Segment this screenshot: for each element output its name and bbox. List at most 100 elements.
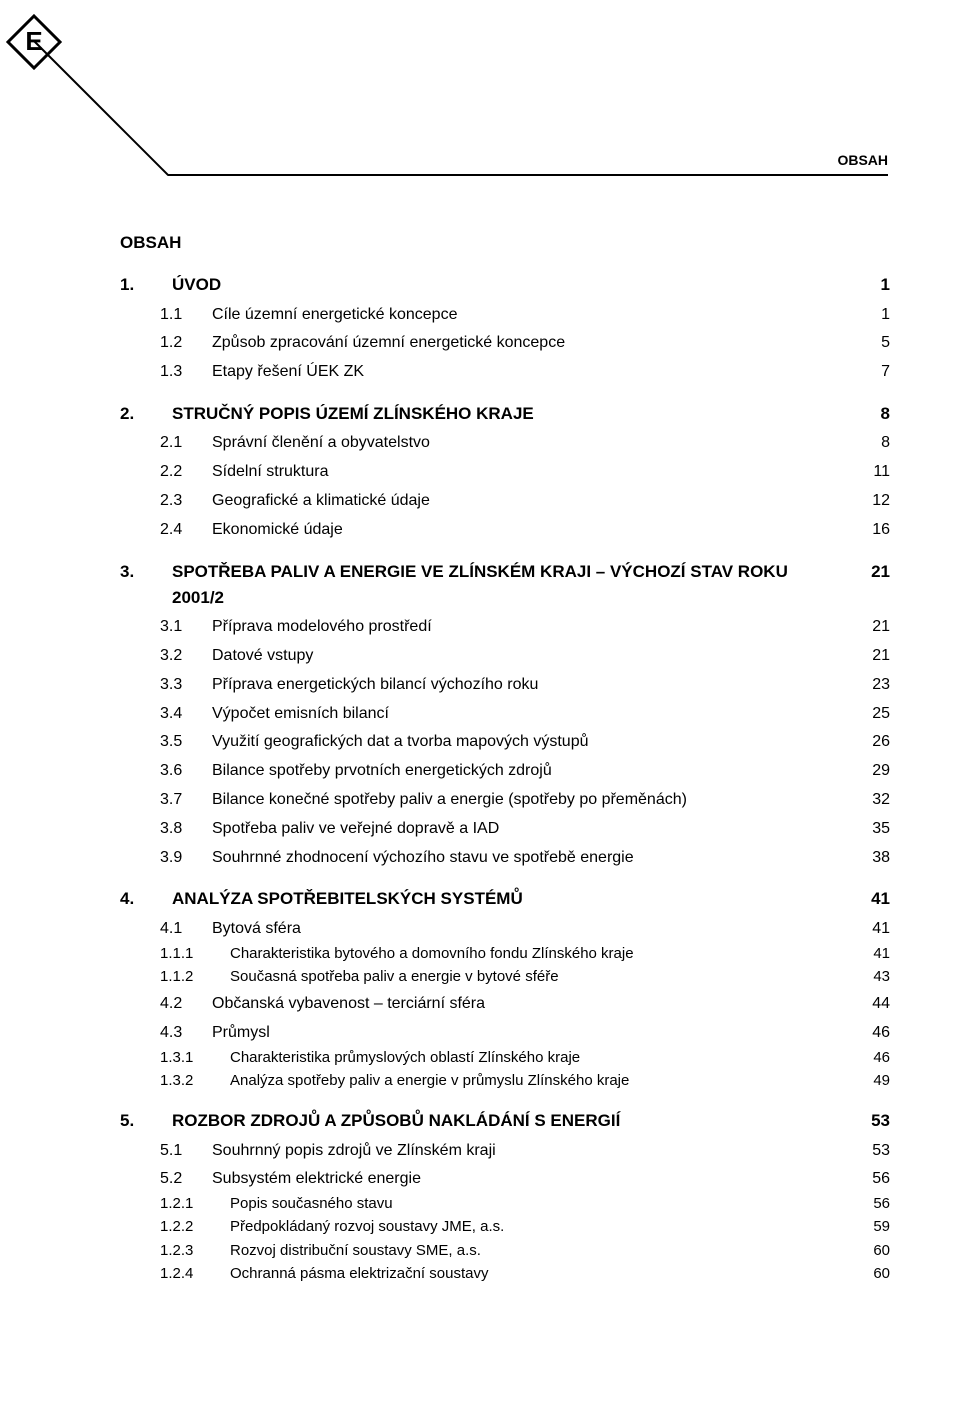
toc-num: 3.3 <box>160 673 212 698</box>
toc-page: 49 <box>848 1069 890 1092</box>
toc-text: Výpočet emisních bilancí <box>212 702 848 727</box>
toc-num: 3.5 <box>160 730 212 755</box>
toc-row: 1.3Etapy řešení ÚEK ZK7 <box>120 360 890 385</box>
toc-page: 12 <box>848 489 890 514</box>
toc-page: 21 <box>848 644 890 669</box>
toc-page: 41 <box>848 942 890 965</box>
toc-text: Charakteristika bytového a domovního fon… <box>230 942 848 965</box>
toc-text: Datové vstupy <box>212 644 848 669</box>
toc-num: 4.2 <box>160 992 212 1017</box>
toc-row: 4.2Občanská vybavenost – terciární sféra… <box>120 992 890 1017</box>
toc-num: 5. <box>120 1108 172 1134</box>
toc-num: 4.3 <box>160 1021 212 1046</box>
toc-row: 5.2Subsystém elektrické energie56 <box>120 1167 890 1192</box>
toc-page: 1 <box>848 272 890 298</box>
toc-row: 1.2.3Rozvoj distribuční soustavy SME, a.… <box>120 1239 890 1262</box>
toc-row: 1.2.4Ochranná pásma elektrizační soustav… <box>120 1262 890 1285</box>
toc-row: 2.3Geografické a klimatické údaje12 <box>120 489 890 514</box>
toc-num: 1.2 <box>160 331 212 356</box>
toc-row: 2.STRUČNÝ POPIS ÚZEMÍ ZLÍNSKÉHO KRAJE8 <box>120 401 890 427</box>
toc-row: 1.1Cíle územní energetické koncepce1 <box>120 303 890 328</box>
toc-text: Popis současného stavu <box>230 1192 848 1215</box>
toc-page: 8 <box>848 431 890 456</box>
toc-row: 3.4Výpočet emisních bilancí25 <box>120 702 890 727</box>
toc-text: Bilance spotřeby prvotních energetických… <box>212 759 848 784</box>
toc-text: ANALÝZA SPOTŘEBITELSKÝCH SYSTÉMŮ <box>172 886 848 912</box>
toc-text: Současná spotřeba paliv a energie v byto… <box>230 965 848 988</box>
toc-row: 3.SPOTŘEBA PALIV A ENERGIE VE ZLÍNSKÉM K… <box>120 559 890 612</box>
toc-page: 21 <box>848 559 890 585</box>
toc-row: 3.2Datové vstupy21 <box>120 644 890 669</box>
toc-text: Etapy řešení ÚEK ZK <box>212 360 848 385</box>
toc-row: 5.ROZBOR ZDROJŮ A ZPŮSOBŮ NAKLÁDÁNÍ S EN… <box>120 1108 890 1134</box>
toc-row: 3.6Bilance spotřeby prvotních energetick… <box>120 759 890 784</box>
toc-row: 4.ANALÝZA SPOTŘEBITELSKÝCH SYSTÉMŮ41 <box>120 886 890 912</box>
logo-diagonal-line <box>33 40 169 176</box>
toc-num: 2.1 <box>160 431 212 456</box>
toc-num: 1.3 <box>160 360 212 385</box>
toc-num: 3.7 <box>160 788 212 813</box>
toc-row: 3.1Příprava modelového prostředí21 <box>120 615 890 640</box>
toc-num: 5.2 <box>160 1167 212 1192</box>
toc-text: Příprava modelového prostředí <box>212 615 848 640</box>
toc-num: 1. <box>120 272 172 298</box>
toc-text: Rozvoj distribuční soustavy SME, a.s. <box>230 1239 848 1262</box>
toc-row: 2.2Sídelní struktura11 <box>120 460 890 485</box>
toc-row: 4.3Průmysl46 <box>120 1021 890 1046</box>
toc-num: 5.1 <box>160 1139 212 1164</box>
toc-page: 23 <box>848 673 890 698</box>
toc-num: 1.1.2 <box>160 965 230 988</box>
toc-page: 41 <box>848 886 890 912</box>
toc-page: 8 <box>848 401 890 427</box>
toc-row: 3.3Příprava energetických bilancí výchoz… <box>120 673 890 698</box>
toc-num: 3.2 <box>160 644 212 669</box>
toc-num: 1.2.2 <box>160 1215 230 1238</box>
toc-row: 1.ÚVOD1 <box>120 272 890 298</box>
toc-text: SPOTŘEBA PALIV A ENERGIE VE ZLÍNSKÉM KRA… <box>172 559 848 612</box>
toc-text: Způsob zpracování územní energetické kon… <box>212 331 848 356</box>
toc-page: 29 <box>848 759 890 784</box>
toc-page: 7 <box>848 360 890 385</box>
toc-num: 2.2 <box>160 460 212 485</box>
toc-text: Občanská vybavenost – terciární sféra <box>212 992 848 1017</box>
toc-row: 5.1Souhrnný popis zdrojů ve Zlínském kra… <box>120 1139 890 1164</box>
toc-row: 3.9Souhrnné zhodnocení výchozího stavu v… <box>120 846 890 871</box>
toc-text: ÚVOD <box>172 272 848 298</box>
toc-page: 41 <box>848 917 890 942</box>
header-label: OBSAH <box>837 152 888 168</box>
toc-num: 1.2.4 <box>160 1262 230 1285</box>
toc-row: 3.8Spotřeba paliv ve veřejné dopravě a I… <box>120 817 890 842</box>
toc-page: 11 <box>848 460 890 485</box>
toc-row: 1.2.1Popis současného stavu56 <box>120 1192 890 1215</box>
toc-text: Sídelní struktura <box>212 460 848 485</box>
toc-page: 43 <box>848 965 890 988</box>
toc-page: 38 <box>848 846 890 871</box>
toc-text: Průmysl <box>212 1021 848 1046</box>
toc-row: 1.3.2Analýza spotřeby paliv a energie v … <box>120 1069 890 1092</box>
toc-title: OBSAH <box>120 230 890 256</box>
toc-num: 3.4 <box>160 702 212 727</box>
toc-content: OBSAH 1.ÚVOD1 1.1Cíle územní energetické … <box>120 230 890 1285</box>
header-rule <box>168 174 888 176</box>
toc-text: Bytová sféra <box>212 917 848 942</box>
toc-text: Ekonomické údaje <box>212 518 848 543</box>
toc-page: 32 <box>848 788 890 813</box>
toc-num: 2. <box>120 401 172 427</box>
toc-text: Analýza spotřeby paliv a energie v průmy… <box>230 1069 848 1092</box>
toc-num: 3. <box>120 559 172 585</box>
toc-row: 1.2Způsob zpracování územní energetické … <box>120 331 890 356</box>
toc-num: 1.1 <box>160 303 212 328</box>
toc-page: 60 <box>848 1239 890 1262</box>
toc-row: 1.1.2Současná spotřeba paliv a energie v… <box>120 965 890 988</box>
toc-page: 25 <box>848 702 890 727</box>
toc-text: STRUČNÝ POPIS ÚZEMÍ ZLÍNSKÉHO KRAJE <box>172 401 848 427</box>
toc-num: 1.1.1 <box>160 942 230 965</box>
toc-text: Subsystém elektrické energie <box>212 1167 848 1192</box>
toc-text: ROZBOR ZDROJŮ A ZPŮSOBŮ NAKLÁDÁNÍ S ENER… <box>172 1108 848 1134</box>
toc-page: 53 <box>848 1139 890 1164</box>
toc-page: 53 <box>848 1108 890 1134</box>
toc-text: Správní členění a obyvatelstvo <box>212 431 848 456</box>
toc-text: Charakteristika průmyslových oblastí Zlí… <box>230 1046 848 1069</box>
toc-page: 21 <box>848 615 890 640</box>
toc-list: 1.ÚVOD1 1.1Cíle územní energetické koncep… <box>120 272 890 1285</box>
